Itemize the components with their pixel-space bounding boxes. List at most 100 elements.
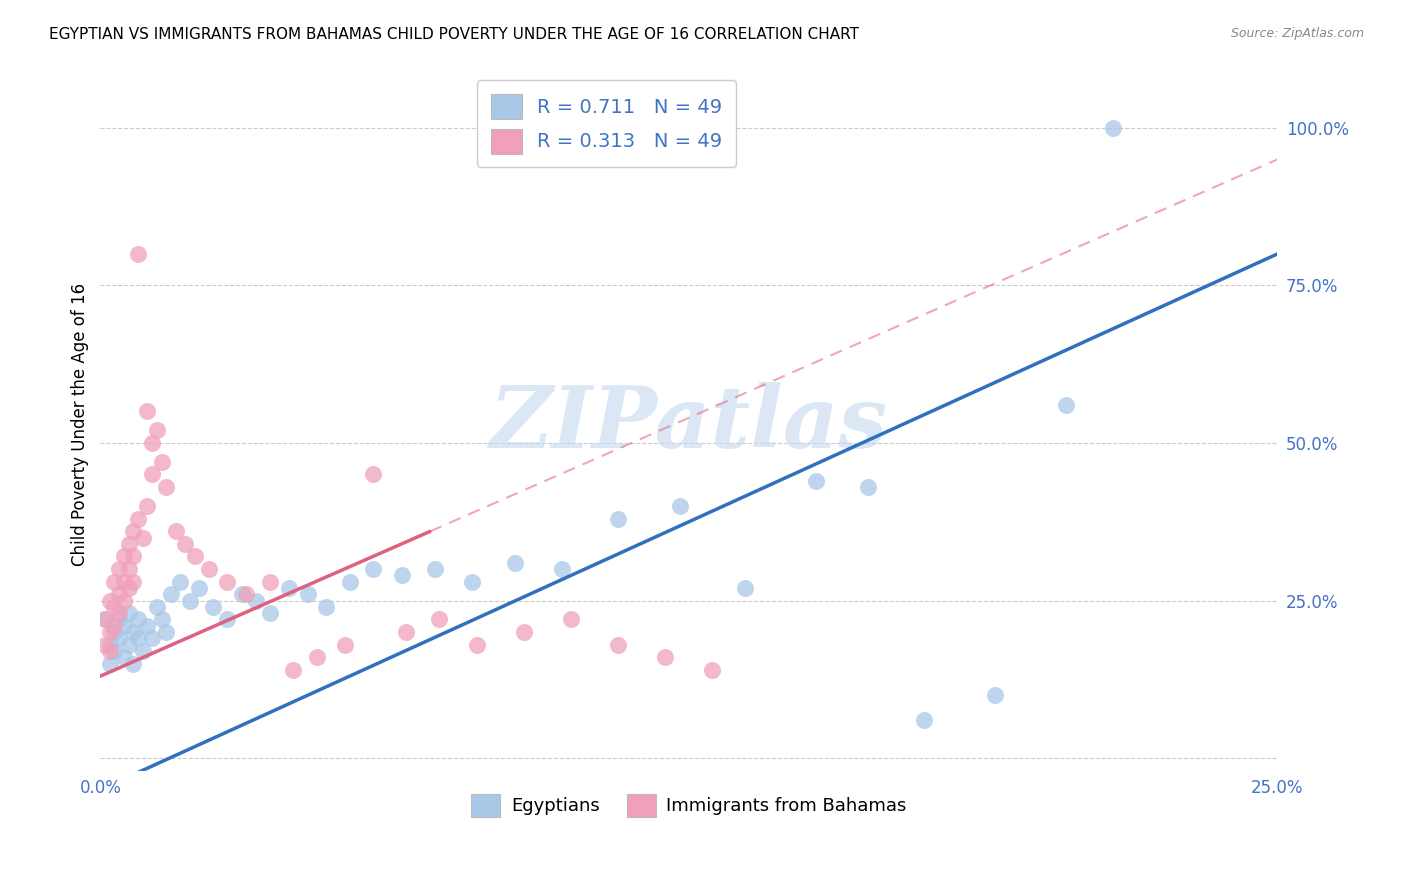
Point (503, 556, 526, 570)
Point (259, 574, 281, 589)
Point (217, 574, 239, 589)
Point (98, 625, 121, 640)
Point (607, 638, 630, 652)
Point (305, 650, 328, 665)
Point (122, 657, 145, 671)
Point (117, 606, 139, 620)
Point (560, 612, 582, 626)
Point (668, 499, 690, 513)
Point (108, 612, 131, 626)
Point (98, 593, 121, 607)
Point (127, 632, 149, 646)
Point (702, 663, 724, 677)
Point (127, 511, 149, 525)
Point (103, 619, 125, 633)
Point (391, 568, 413, 582)
Point (155, 625, 177, 640)
Point (122, 574, 145, 589)
Point (112, 593, 135, 607)
Point (108, 632, 131, 646)
Point (297, 587, 319, 601)
Point (169, 574, 191, 589)
Point (654, 650, 676, 665)
Point (423, 562, 446, 576)
Point (141, 467, 163, 482)
Point (804, 474, 827, 488)
Point (160, 587, 183, 601)
Point (122, 625, 145, 640)
Point (912, 713, 935, 727)
Point (174, 537, 197, 551)
Text: ZIPatlas: ZIPatlas (489, 383, 889, 466)
Text: Source: ZipAtlas.com: Source: ZipAtlas.com (1230, 27, 1364, 40)
Point (94, 612, 117, 626)
Point (117, 638, 139, 652)
Point (150, 455, 173, 469)
Point (146, 599, 169, 614)
Point (112, 619, 135, 633)
Point (1101, 120, 1123, 135)
Point (112, 549, 135, 564)
Point (117, 537, 139, 551)
Point (108, 562, 131, 576)
Point (141, 436, 163, 450)
Point (197, 562, 219, 576)
Point (122, 549, 145, 564)
Point (136, 499, 159, 513)
Point (335, 638, 357, 652)
Point (136, 619, 159, 633)
Point (315, 599, 337, 614)
Point (259, 606, 281, 620)
Point (117, 581, 139, 595)
Point (363, 562, 385, 576)
Point (231, 587, 253, 601)
Point (283, 663, 305, 677)
Point (98, 644, 121, 658)
Point (277, 581, 299, 595)
Point (103, 644, 125, 658)
Point (98, 638, 121, 652)
Y-axis label: Child Poverty Under the Age of 16: Child Poverty Under the Age of 16 (72, 283, 89, 566)
Point (734, 581, 756, 595)
Point (136, 404, 159, 418)
Point (117, 562, 139, 576)
Point (103, 625, 125, 640)
Point (202, 599, 225, 614)
Point (132, 644, 155, 658)
Point (465, 638, 488, 652)
Point (179, 593, 201, 607)
Point (984, 688, 1007, 702)
Legend: Egyptians, Immigrants from Bahamas: Egyptians, Immigrants from Bahamas (464, 787, 914, 824)
Point (103, 599, 125, 614)
Point (427, 612, 450, 626)
Point (339, 574, 361, 589)
Point (132, 531, 155, 545)
Point (217, 612, 239, 626)
Point (103, 574, 125, 589)
Point (363, 467, 385, 482)
Point (127, 612, 149, 626)
Point (856, 480, 879, 494)
Point (108, 587, 131, 601)
Point (235, 587, 257, 601)
Point (127, 247, 149, 261)
Point (1054, 398, 1077, 412)
Point (155, 480, 177, 494)
Point (607, 511, 630, 525)
Point (94, 612, 117, 626)
Point (551, 562, 574, 576)
Point (122, 524, 145, 539)
Point (94, 638, 117, 652)
Point (150, 612, 173, 626)
Point (513, 625, 536, 640)
Point (112, 650, 135, 665)
Point (165, 524, 187, 539)
Point (98, 657, 121, 671)
Point (461, 574, 484, 589)
Point (112, 574, 135, 589)
Point (183, 549, 205, 564)
Point (141, 632, 163, 646)
Text: EGYPTIAN VS IMMIGRANTS FROM BAHAMAS CHILD POVERTY UNDER THE AGE OF 16 CORRELATIO: EGYPTIAN VS IMMIGRANTS FROM BAHAMAS CHIL… (49, 27, 859, 42)
Point (395, 625, 418, 640)
Point (245, 593, 267, 607)
